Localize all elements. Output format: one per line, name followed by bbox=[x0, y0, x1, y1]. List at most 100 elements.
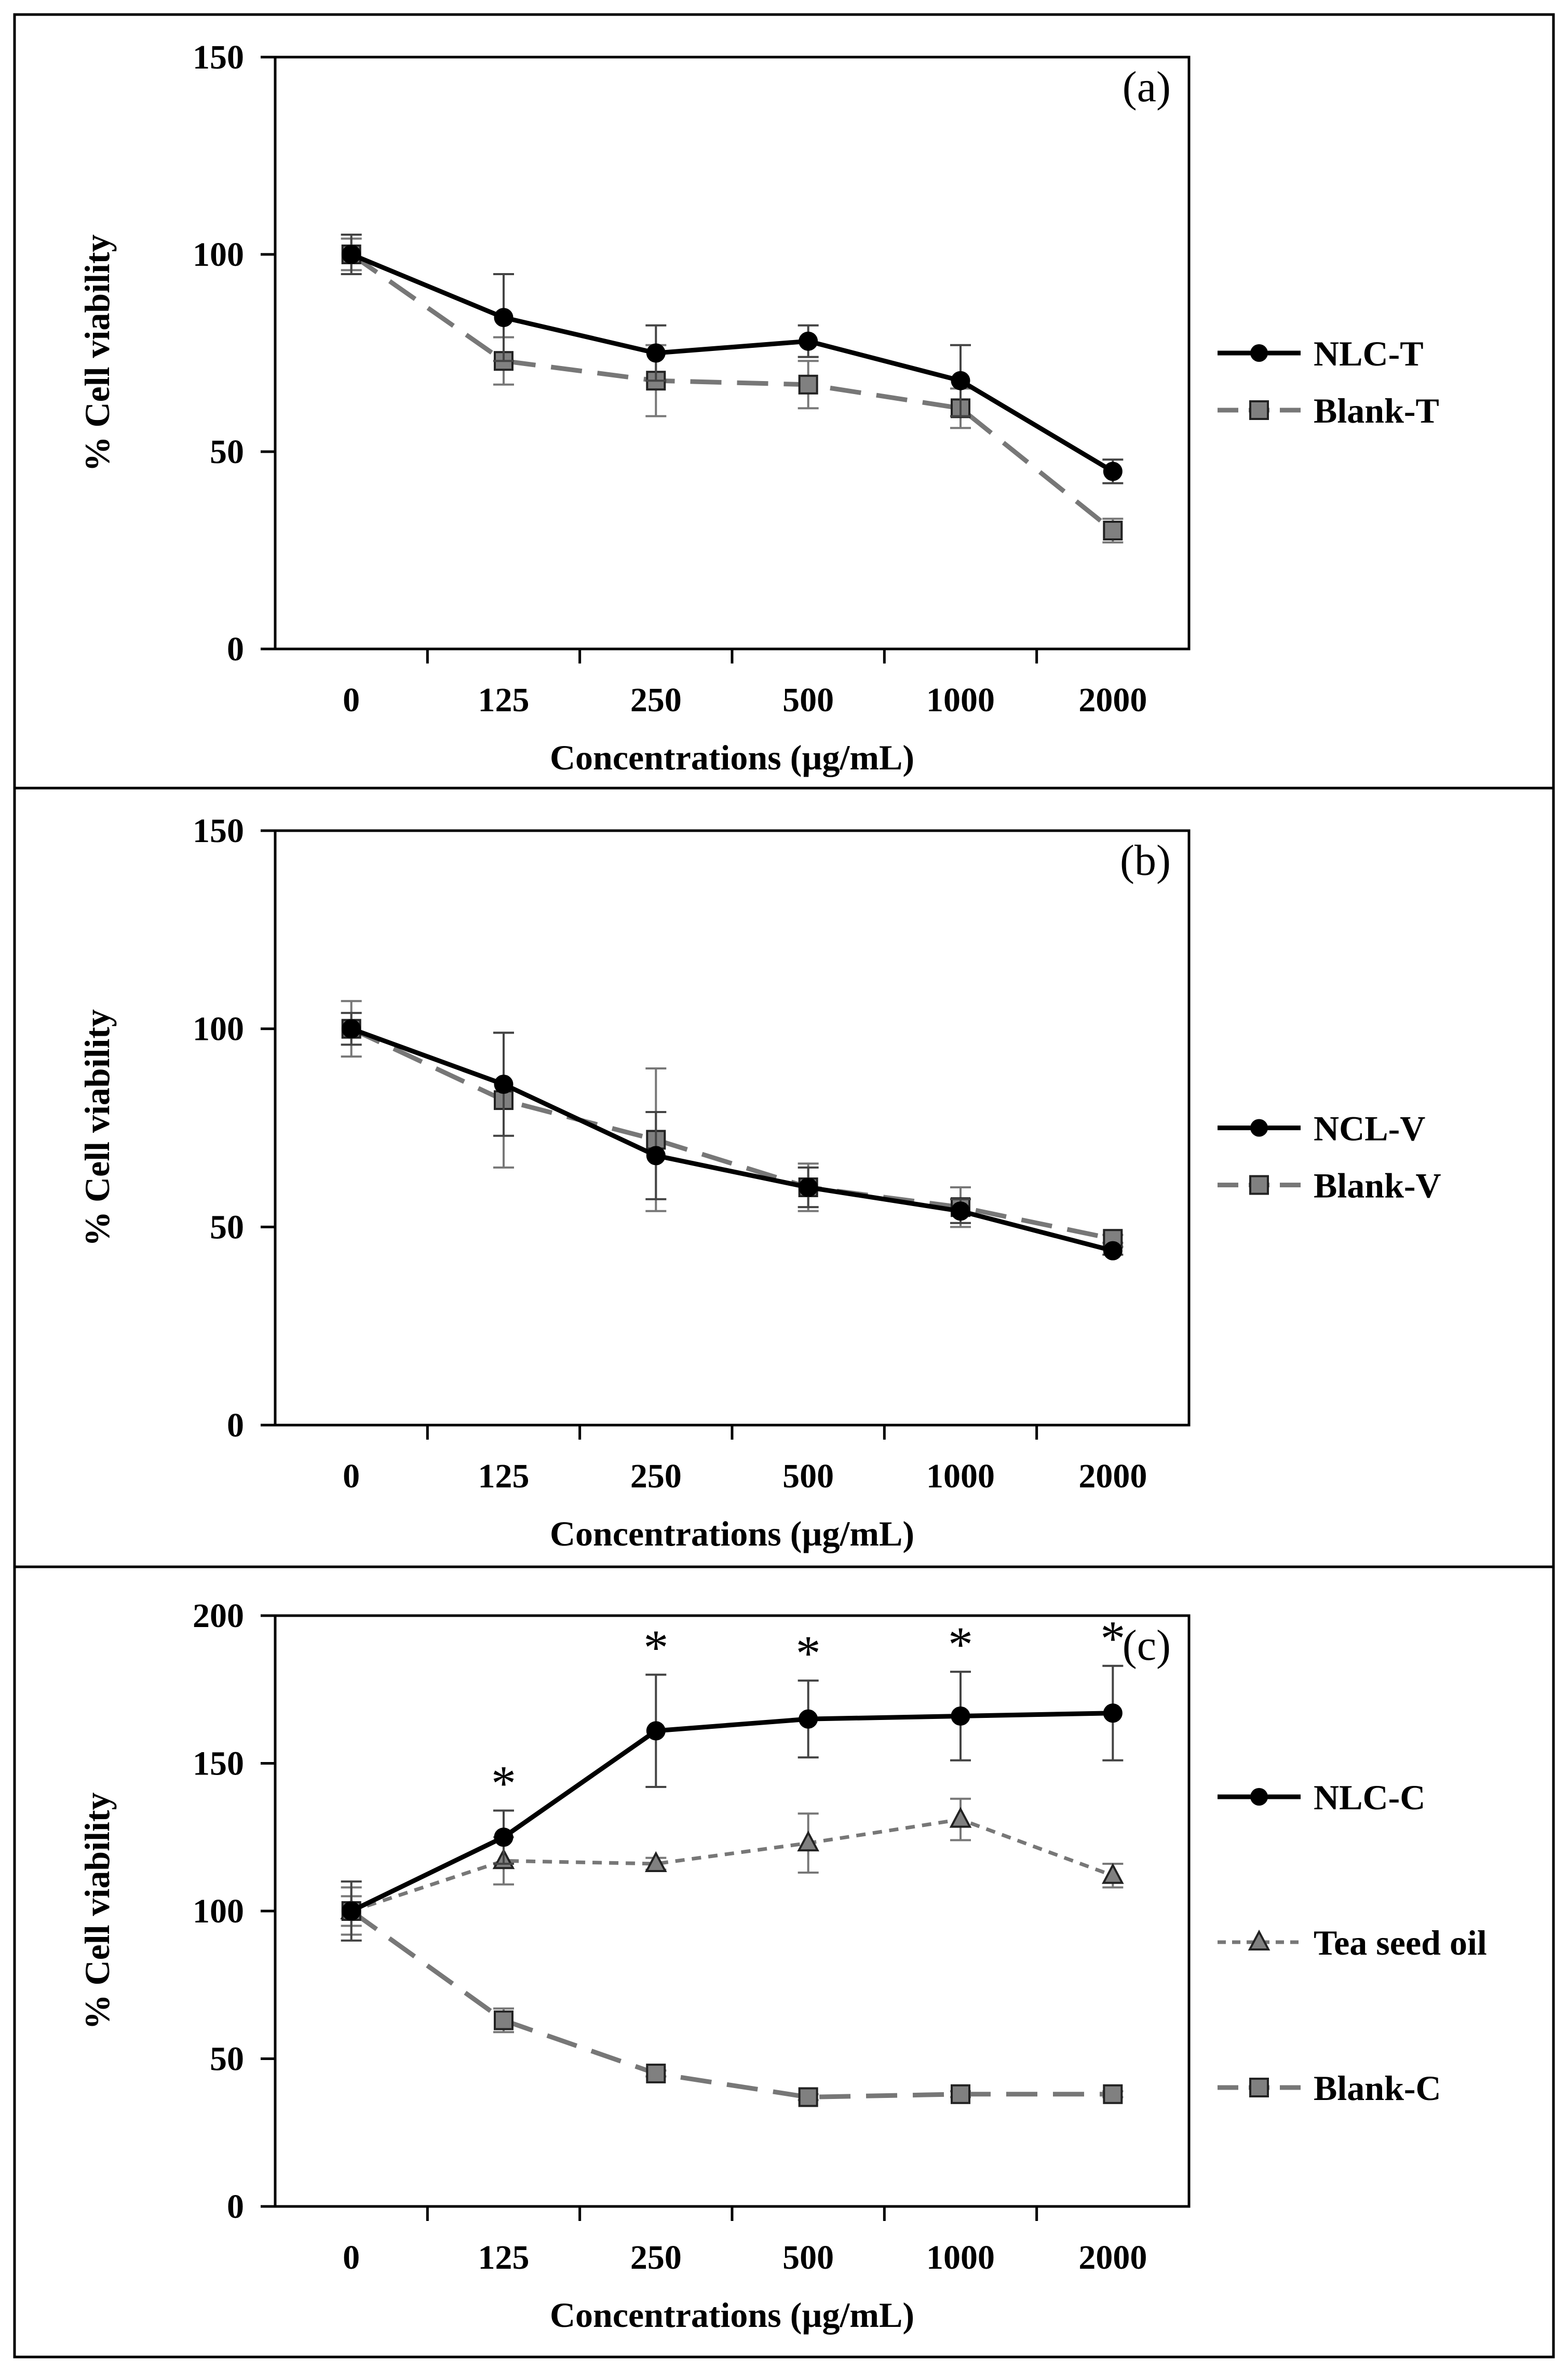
y-tick-label: 100 bbox=[193, 1892, 244, 1930]
x-tick-label: 0 bbox=[343, 2239, 360, 2277]
x-tick-label: 250 bbox=[630, 681, 682, 719]
series-blank-v bbox=[341, 1000, 1124, 1249]
plot-area bbox=[274, 1614, 1191, 2208]
data-point bbox=[1102, 1863, 1124, 1884]
y-tick-label: 50 bbox=[210, 433, 244, 471]
x-tick-label: 125 bbox=[478, 681, 530, 719]
legend-marker bbox=[1250, 1788, 1268, 1806]
legend-label: Blank-C bbox=[1314, 2068, 1441, 2108]
y-tick-label: 100 bbox=[193, 236, 244, 274]
series-line bbox=[350, 1026, 1114, 1241]
legend-entry: Blank-V bbox=[1218, 1166, 1441, 1205]
data-point bbox=[799, 1709, 818, 1729]
legend-entry: Blank-C bbox=[1218, 2068, 1441, 2108]
x-tick-label: 2000 bbox=[1078, 2239, 1147, 2277]
x-tick-label: 1000 bbox=[926, 681, 995, 719]
legend-label: Blank-V bbox=[1314, 1166, 1441, 1205]
x-tick-label: 0 bbox=[343, 1457, 360, 1495]
y-tick-label: 150 bbox=[193, 812, 244, 850]
x-axis-title: Concentrations (µg/mL) bbox=[550, 1514, 914, 1553]
legend-entry: NLC-T bbox=[1218, 334, 1424, 373]
x-tick-label: 2000 bbox=[1078, 681, 1147, 719]
data-point bbox=[494, 1827, 513, 1847]
x-axis-title: Concentrations (µg/mL) bbox=[550, 2295, 914, 2335]
legend-marker bbox=[1249, 2078, 1269, 2097]
data-point bbox=[646, 1146, 666, 1166]
y-tick-label: 0 bbox=[227, 630, 244, 668]
series-nlc-c bbox=[341, 1664, 1124, 1942]
y-tick-label: 150 bbox=[193, 38, 244, 76]
legend-entry: NCL-V bbox=[1218, 1109, 1425, 1148]
x-tick-label: 125 bbox=[478, 2239, 530, 2277]
data-point bbox=[798, 374, 818, 395]
legend-marker bbox=[1250, 1119, 1268, 1137]
x-tick-label: 500 bbox=[782, 2239, 834, 2277]
data-point bbox=[342, 245, 361, 264]
x-tick-label: 0 bbox=[343, 681, 360, 719]
y-tick-label: 200 bbox=[193, 1597, 244, 1635]
legend-entry: Blank-T bbox=[1218, 391, 1439, 430]
data-point bbox=[1103, 1241, 1123, 1261]
y-tick-label: 50 bbox=[210, 1208, 244, 1246]
data-point bbox=[951, 371, 970, 390]
data-point bbox=[646, 2063, 666, 2083]
data-point bbox=[797, 1830, 819, 1852]
data-point bbox=[1103, 2084, 1123, 2104]
x-tick-label: 1000 bbox=[926, 2239, 995, 2277]
panel-label: (b) bbox=[1120, 836, 1171, 885]
plot-area bbox=[274, 56, 1191, 651]
data-point bbox=[951, 1706, 970, 1726]
y-axis-title: % Cell viability bbox=[77, 1792, 117, 2029]
data-point bbox=[342, 1901, 361, 1921]
data-point bbox=[646, 343, 666, 363]
data-point bbox=[645, 1851, 667, 1872]
x-tick-label: 1000 bbox=[926, 1457, 995, 1495]
legend-entry: NLC-C bbox=[1218, 1778, 1425, 1817]
x-tick-label: 250 bbox=[630, 1457, 682, 1495]
chart-panel-b: 0 50 100 150 0 125 250 500 1000 2000 Concentration… bbox=[13, 787, 1555, 1568]
data-point bbox=[799, 331, 818, 351]
significance-star: * bbox=[491, 1756, 516, 1811]
data-point bbox=[949, 1807, 972, 1828]
chart-panel-a: 0 50 100 150 0 125 250 500 1000 2000 Concentration… bbox=[13, 13, 1555, 790]
x-tick-label: 500 bbox=[782, 681, 834, 719]
data-point bbox=[798, 2087, 818, 2107]
data-point bbox=[494, 2010, 513, 2030]
x-tick-label: 250 bbox=[630, 2239, 682, 2277]
panel-label: (a) bbox=[1123, 63, 1171, 111]
data-point bbox=[646, 1721, 666, 1741]
series-nlc-t bbox=[341, 234, 1124, 484]
x-axis-title: Concentrations (µg/mL) bbox=[550, 738, 914, 777]
legend-label: Blank-T bbox=[1314, 391, 1439, 430]
data-point bbox=[1103, 1703, 1123, 1723]
legend-marker bbox=[1248, 1929, 1270, 1950]
data-point bbox=[951, 1201, 970, 1221]
legend-entry: Tea seed oil bbox=[1218, 1923, 1487, 1962]
data-point bbox=[1103, 462, 1123, 481]
significance-star: * bbox=[1100, 1611, 1125, 1667]
y-tick-label: 150 bbox=[193, 1745, 244, 1783]
legend-label: NLC-C bbox=[1314, 1778, 1425, 1817]
data-point bbox=[342, 1019, 361, 1039]
y-tick-label: 50 bbox=[210, 2040, 244, 2078]
data-point bbox=[799, 1177, 818, 1197]
panel-frame bbox=[13, 1565, 1555, 2359]
y-axis-title: % Cell viability bbox=[77, 1009, 117, 1247]
series-line bbox=[350, 1026, 1114, 1253]
data-point bbox=[951, 2084, 970, 2104]
y-tick-label: 100 bbox=[193, 1010, 244, 1048]
legend-label: NLC-T bbox=[1314, 334, 1424, 373]
series-line bbox=[350, 1909, 1113, 2099]
data-point bbox=[494, 308, 513, 328]
x-tick-label: 2000 bbox=[1078, 1457, 1147, 1495]
legend-label: NCL-V bbox=[1314, 1109, 1425, 1148]
x-tick-label: 125 bbox=[478, 1457, 530, 1495]
series-line bbox=[350, 1818, 1114, 1913]
panel-label: (c) bbox=[1123, 1621, 1171, 1670]
significance-star: * bbox=[643, 1620, 668, 1675]
series-line bbox=[350, 1711, 1113, 1914]
y-axis-title: % Cell viability bbox=[77, 234, 117, 471]
series-blank-t bbox=[341, 237, 1124, 544]
legend-marker bbox=[1249, 400, 1269, 420]
